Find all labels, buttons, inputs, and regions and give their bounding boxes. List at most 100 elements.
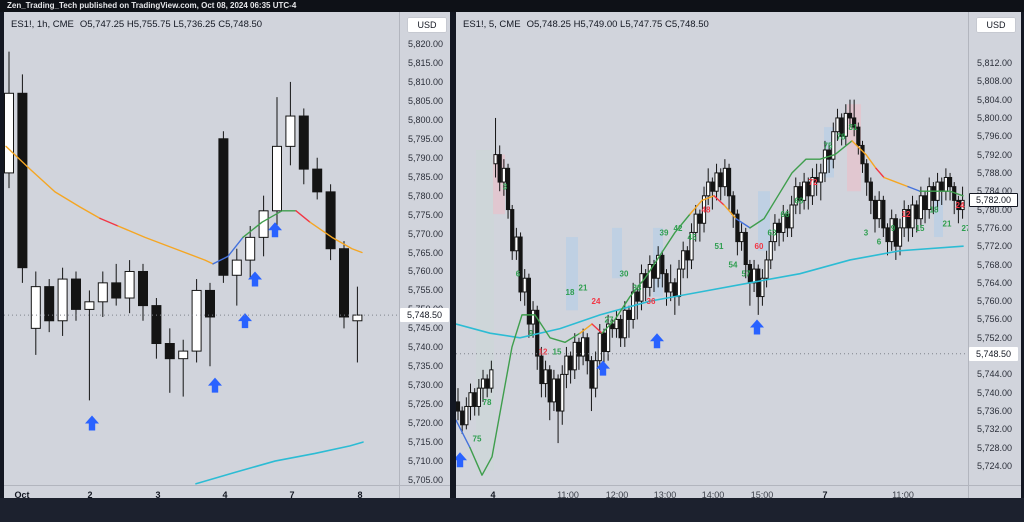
candle bbox=[647, 255, 652, 297]
candle bbox=[285, 81, 296, 166]
candle bbox=[960, 186, 965, 219]
price-tick-label: 5,752.00 bbox=[977, 332, 1013, 343]
bar-counter: 24 bbox=[956, 201, 965, 210]
candle bbox=[510, 204, 515, 260]
time-scale-border bbox=[4, 485, 450, 486]
candle bbox=[693, 204, 698, 242]
time-tick-label: 14:00 bbox=[701, 490, 725, 500]
candle bbox=[760, 269, 765, 306]
ohlc-values: O5,748.25 H5,749.00 L5,747.75 C5,748.50 bbox=[526, 19, 709, 30]
candle bbox=[860, 140, 865, 173]
time-tick-label: 15:00 bbox=[750, 490, 774, 500]
candle bbox=[218, 131, 229, 283]
bar-counter: 75 bbox=[824, 141, 833, 150]
price-tick-label: 5,744.00 bbox=[977, 369, 1013, 380]
candle bbox=[643, 269, 648, 302]
bar-counter: 9 bbox=[529, 329, 534, 338]
buy-signal-arrow[interactable] bbox=[268, 222, 282, 238]
price-tick-label: 5,710.00 bbox=[408, 456, 444, 467]
price-tick-label: 5,792.00 bbox=[977, 149, 1013, 160]
candle bbox=[722, 159, 727, 196]
candle bbox=[476, 378, 481, 416]
bar-counter: 21 bbox=[943, 219, 952, 228]
price-tick-label: 5,820.00 bbox=[408, 39, 444, 49]
candle bbox=[906, 204, 911, 242]
bar-counter: 6 bbox=[877, 238, 882, 247]
candle bbox=[543, 360, 548, 398]
candle bbox=[560, 365, 565, 425]
bar-counter: 51 bbox=[715, 242, 724, 251]
candle bbox=[501, 159, 506, 196]
time-tick-label: 3 bbox=[155, 490, 161, 500]
chart-canvas-1h[interactable] bbox=[4, 12, 399, 485]
candle bbox=[44, 279, 55, 333]
candle bbox=[581, 328, 586, 366]
candle bbox=[701, 186, 707, 233]
candles-layer bbox=[4, 51, 363, 401]
candle bbox=[864, 159, 869, 196]
chart-title: ES1!, 1h, CME O5,747.25 H5,755.75 L5,736.… bbox=[11, 19, 262, 30]
candle bbox=[626, 305, 632, 338]
bar-counter: 69 bbox=[795, 196, 804, 205]
price-tick-label: 5,790.00 bbox=[408, 152, 444, 163]
candle bbox=[660, 250, 665, 288]
candle bbox=[726, 163, 732, 210]
candle bbox=[57, 267, 68, 336]
buy-signal-arrow[interactable] bbox=[208, 377, 222, 393]
buy-signal-arrow[interactable] bbox=[750, 319, 764, 335]
candle bbox=[191, 279, 202, 363]
price-tick-label: 5,780.00 bbox=[977, 204, 1013, 215]
candle bbox=[4, 51, 14, 189]
candle bbox=[17, 74, 28, 283]
bar-counter: 21 bbox=[579, 283, 588, 292]
currency-badge[interactable]: USD bbox=[407, 17, 447, 33]
buy-signal-arrow[interactable] bbox=[248, 271, 262, 287]
candle bbox=[530, 301, 536, 338]
price-tick-label: 5,800.00 bbox=[977, 112, 1013, 123]
bar-counter: 63 bbox=[768, 228, 777, 237]
price-tick-label: 5,760.00 bbox=[408, 266, 444, 277]
buy-signal-arrow[interactable] bbox=[650, 333, 664, 349]
candle bbox=[245, 225, 256, 280]
candle bbox=[868, 177, 873, 215]
buy-signal-arrow[interactable] bbox=[85, 415, 99, 431]
currency-badge[interactable]: USD bbox=[976, 17, 1016, 33]
candle bbox=[893, 214, 898, 260]
candle bbox=[614, 310, 619, 338]
candle bbox=[601, 328, 607, 366]
price-tick-label: 5,724.00 bbox=[977, 461, 1013, 471]
candle bbox=[718, 168, 723, 201]
candle bbox=[781, 204, 786, 242]
candle bbox=[877, 191, 882, 228]
candle bbox=[205, 282, 215, 367]
chart-title: ES1!, 5, CME O5,748.25 H5,749.00 L5,747.7… bbox=[463, 19, 709, 30]
ma-fast-line bbox=[5, 145, 363, 265]
candle bbox=[564, 346, 569, 389]
candle bbox=[764, 250, 769, 288]
candle bbox=[751, 259, 757, 292]
candle bbox=[697, 209, 702, 242]
price-tick-label: 5,728.00 bbox=[977, 442, 1013, 453]
candle bbox=[802, 172, 807, 210]
buy-signal-arrow[interactable] bbox=[456, 452, 467, 468]
buy-signal-arrow[interactable] bbox=[596, 360, 610, 376]
price-tick-label: 5,740.00 bbox=[408, 342, 444, 353]
bar-counter: 45 bbox=[688, 233, 697, 242]
candle bbox=[743, 227, 748, 279]
price-tick-label: 5,810.00 bbox=[408, 76, 444, 87]
candle bbox=[480, 369, 486, 402]
time-tick-label: 8 bbox=[357, 490, 363, 500]
candle bbox=[164, 328, 175, 393]
candle bbox=[914, 200, 919, 233]
candle bbox=[947, 172, 953, 201]
candle bbox=[785, 209, 790, 238]
candle bbox=[735, 209, 740, 256]
candle bbox=[931, 182, 936, 215]
buy-signal-arrow[interactable] bbox=[238, 313, 252, 329]
time-tick-label: 2 bbox=[87, 490, 93, 500]
time-tick-label: 7 bbox=[289, 490, 295, 500]
price-tick-label: 5,815.00 bbox=[408, 57, 444, 68]
bar-counter: 78 bbox=[837, 132, 846, 141]
